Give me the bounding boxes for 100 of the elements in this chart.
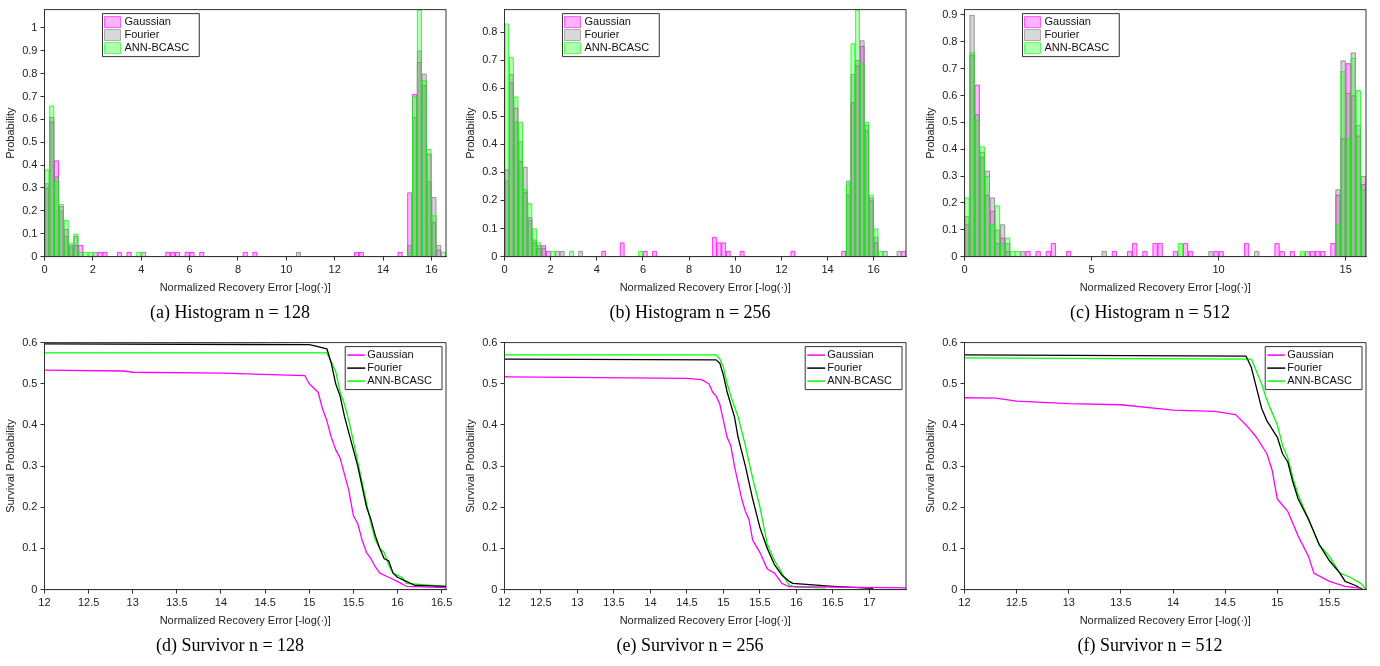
x-tick-label: 13.5	[166, 596, 188, 609]
y-tick-label: 0	[491, 582, 498, 595]
y-tick-label: 0.8	[942, 34, 958, 47]
y-tick-label: 0.1	[22, 226, 38, 239]
x-tick-label: 6	[639, 263, 647, 276]
y-tick-label: 0	[31, 582, 38, 595]
legend-label: ANN-BCASC	[1044, 41, 1110, 54]
y-tick-label: 0	[951, 249, 958, 262]
x-tick-label: 12	[328, 263, 341, 276]
y-tick-label: 0.6	[22, 112, 38, 125]
x-tick-label: 15	[1339, 263, 1352, 276]
legend-label: ANN-BCASC	[1287, 374, 1353, 387]
y-axis-title: Probability	[3, 106, 16, 159]
y-tick-label: 0.4	[942, 417, 958, 430]
x-axis-title: Normalized Recovery Error [-log(·)]	[159, 281, 331, 294]
y-axis-title: Survival Probability	[923, 418, 936, 513]
x-tick-label: 10	[1212, 263, 1225, 276]
y-tick-label: 0.2	[22, 203, 38, 216]
y-tick-label: 0.5	[482, 376, 498, 389]
x-axis-title: Normalized Recovery Error [-log(·)]	[619, 281, 791, 294]
x-tick-label: 14.5	[676, 596, 698, 609]
legend-label: Gaussian	[584, 15, 631, 28]
y-axis-title: Survival Probability	[463, 418, 476, 513]
y-tick-label: 0.2	[482, 500, 498, 513]
y-tick-label: 0.1	[942, 222, 958, 235]
y-tick-label: 0.4	[22, 417, 38, 430]
y-tick-label: 0.3	[482, 459, 498, 472]
y-tick-label: 0.3	[22, 459, 38, 472]
x-tick-label: 13.5	[1110, 596, 1132, 609]
legend-label: Fourier	[124, 28, 160, 41]
x-tick-label: 14	[376, 263, 390, 276]
text: (e) Survivor n = 256	[615, 634, 765, 657]
x-tick-label: 12	[498, 596, 511, 609]
x-tick-label: 2	[547, 263, 554, 276]
y-tick-label: 0.9	[22, 43, 38, 56]
y-tick-label: 0.8	[22, 66, 38, 79]
x-tick-label: 16.5	[822, 596, 844, 609]
y-tick-label: 0.4	[482, 137, 498, 150]
x-tick-label: 12	[775, 263, 788, 276]
x-tick-label: 17	[863, 596, 876, 609]
x-tick-label: 14	[214, 596, 228, 609]
x-tick-label: 15.5	[749, 596, 771, 609]
x-tick-label: 15	[1271, 596, 1284, 609]
y-tick-label: 0.5	[22, 135, 38, 148]
y-axis-title: Probability	[463, 106, 476, 159]
legend-label: Gaussian	[1287, 348, 1334, 361]
legend-label: ANN-BCASC	[827, 374, 893, 387]
y-tick-label: 0.3	[942, 169, 958, 182]
x-tick-label: 8	[234, 263, 242, 276]
x-tick-label: 15	[303, 596, 316, 609]
legend-label: Gaussian	[124, 15, 171, 28]
x-tick-label: 16	[391, 596, 404, 609]
y-tick-label: 0.6	[482, 81, 498, 94]
y-tick-label: 0.5	[482, 109, 498, 122]
y-tick-label: 0.4	[22, 158, 38, 171]
x-tick-label: 15	[717, 596, 730, 609]
x-tick-label: 13.5	[603, 596, 625, 609]
x-tick-label: 15.5	[342, 596, 365, 609]
y-tick-label: 0.5	[22, 376, 38, 389]
y-tick-label: 0.2	[942, 500, 958, 513]
x-tick-label: 12.5	[77, 596, 100, 609]
x-tick-label: 14.5	[254, 596, 276, 609]
text: (f) Survivor n = 512	[1076, 634, 1224, 657]
y-tick-label: 0.7	[942, 61, 958, 74]
x-tick-label: 4	[593, 263, 600, 276]
y-tick-label: 0.1	[482, 541, 498, 554]
x-axis-title: Normalized Recovery Error [-log(·)]	[619, 614, 791, 627]
x-tick-label: 12.5	[530, 596, 552, 609]
legend-label: Gaussian	[1044, 15, 1091, 28]
x-tick-label: 14	[1166, 596, 1180, 609]
x-tick-label: 16.5	[430, 596, 453, 609]
x-tick-label: 16	[425, 263, 438, 276]
x-tick-label: 16	[790, 596, 803, 609]
y-tick-label: 0.5	[942, 115, 958, 128]
text: (b) Histogram n = 256	[608, 301, 772, 324]
x-tick-label: 14	[821, 263, 834, 276]
x-tick-label: 12	[38, 596, 51, 609]
y-tick-label: 0.4	[942, 142, 958, 155]
y-tick-label: 0.5	[942, 376, 958, 389]
x-axis-title: Normalized Recovery Error [-log(·)]	[159, 614, 331, 627]
y-tick-label: 0.9	[942, 8, 958, 20]
y-tick-label: 0.6	[22, 335, 38, 348]
y-tick-label: 0.6	[942, 335, 958, 348]
y-tick-label: 0.7	[482, 53, 498, 66]
text: (d) Survivor n = 128	[154, 634, 306, 657]
x-tick-label: 10	[280, 263, 293, 276]
y-tick-label: 0	[951, 582, 958, 595]
y-tick-label: 0.2	[22, 500, 38, 513]
y-tick-label: 0	[491, 249, 498, 262]
legend-label: Fourier	[827, 361, 863, 374]
y-tick-label: 0.6	[942, 88, 958, 101]
x-axis-title: Normalized Recovery Error [-log(·)]	[1079, 281, 1251, 294]
x-tick-label: 14.5	[1214, 596, 1236, 609]
y-tick-label: 0.3	[482, 165, 498, 178]
y-tick-label: 0.1	[22, 541, 38, 554]
text: (a) Histogram n = 128	[148, 301, 312, 324]
x-tick-label: 13	[1062, 596, 1075, 609]
text: (c) Histogram n = 512	[1068, 301, 1232, 324]
y-tick-label: 1	[31, 20, 38, 33]
y-tick-label: 0.6	[482, 335, 498, 348]
